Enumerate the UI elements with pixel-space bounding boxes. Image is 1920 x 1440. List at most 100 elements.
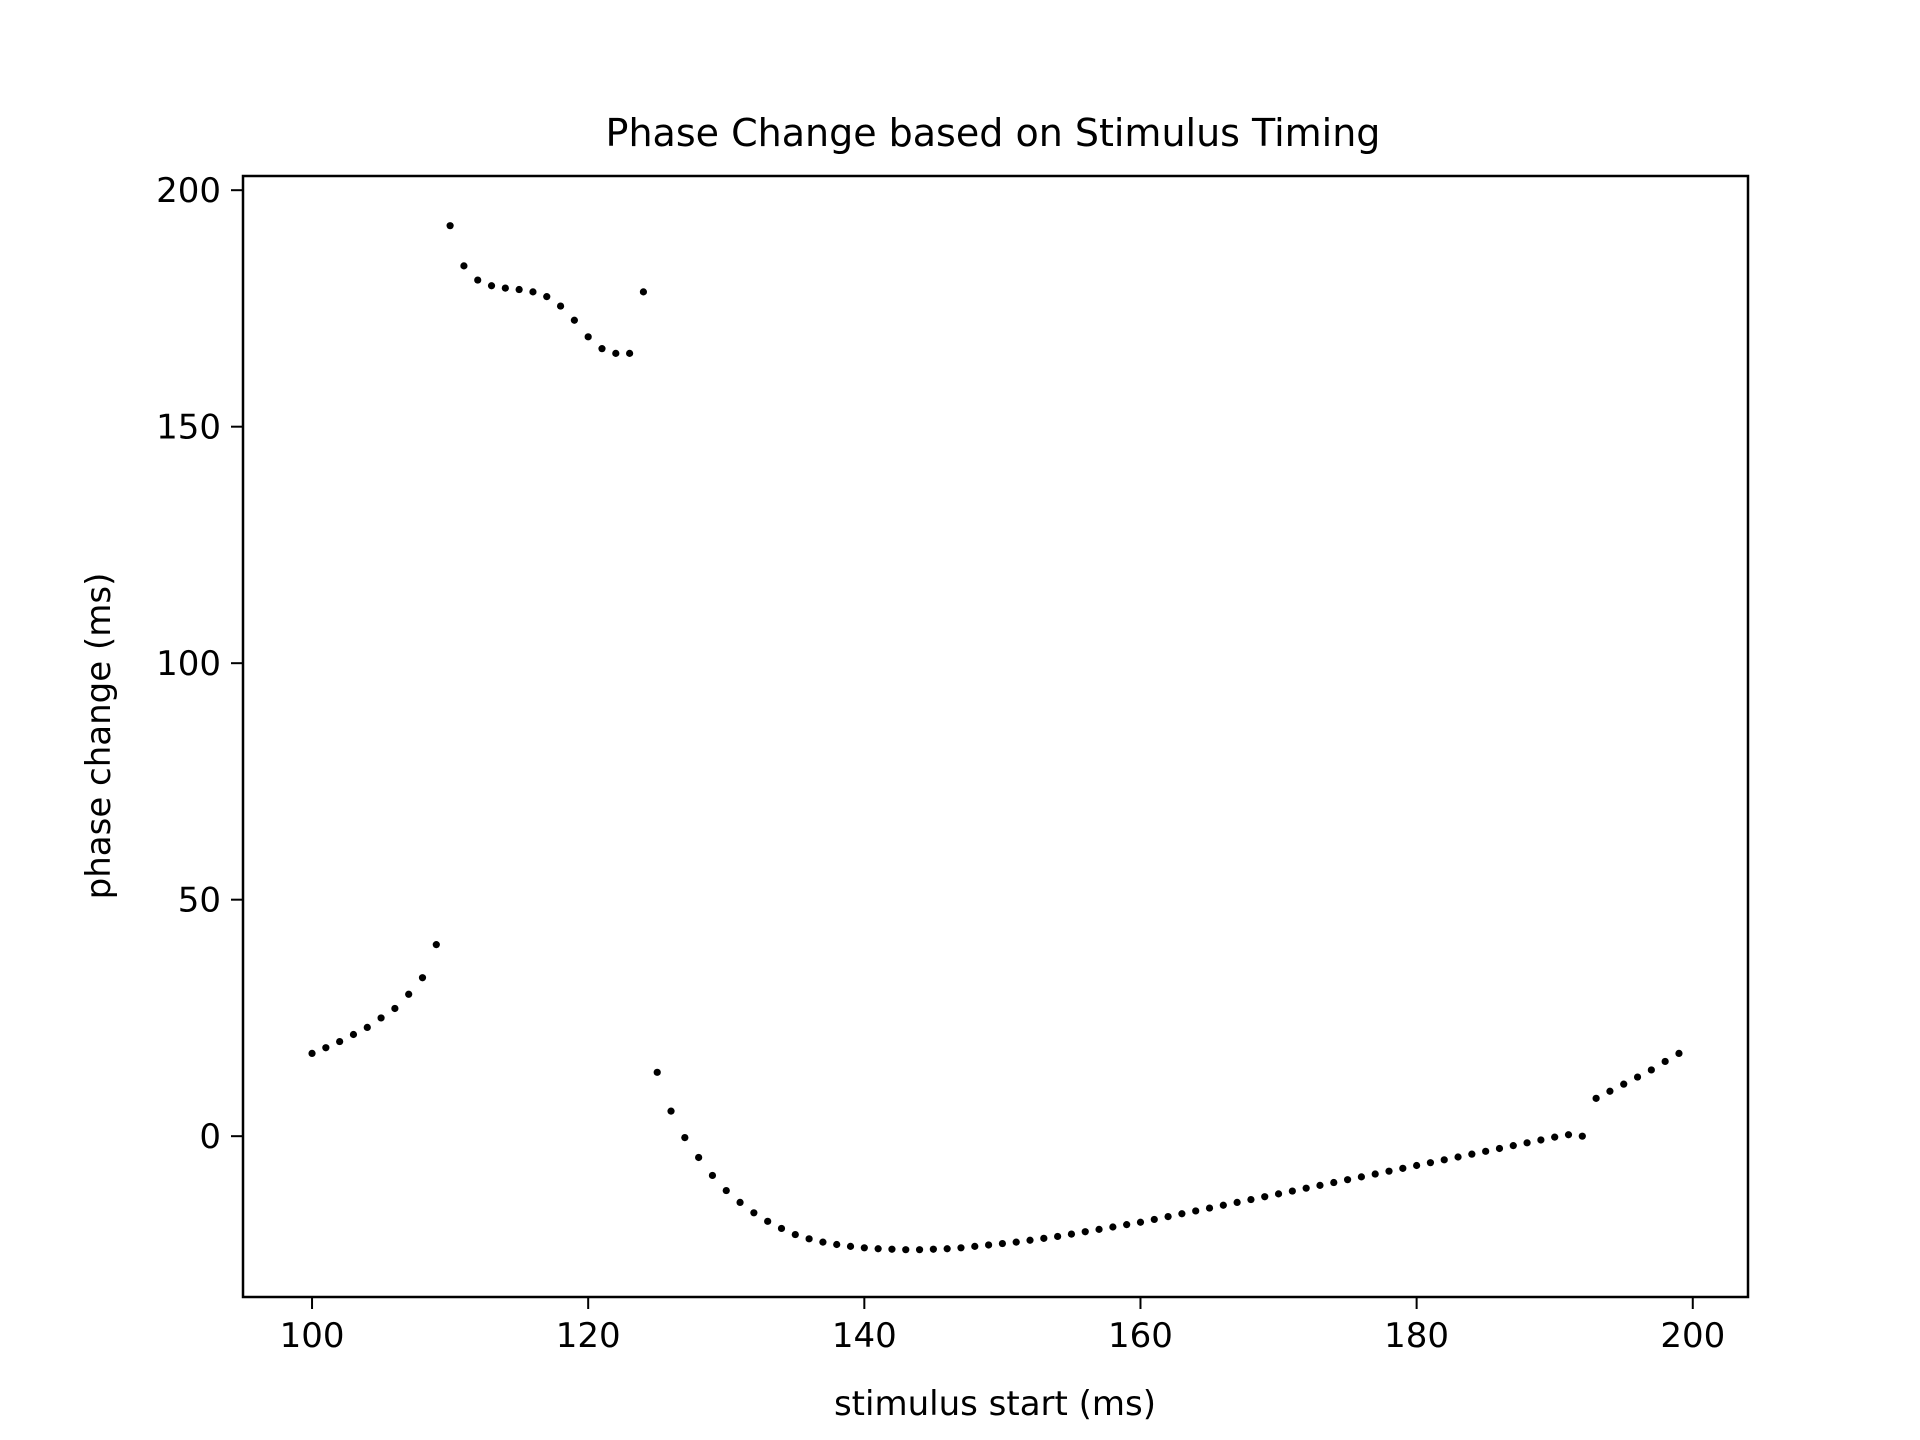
data-point <box>1371 1170 1379 1178</box>
data-point <box>1012 1238 1020 1246</box>
y-tick-label: 200 <box>156 171 221 211</box>
data-point <box>322 1044 330 1052</box>
data-point <box>653 1068 661 1076</box>
data-point <box>556 302 565 310</box>
data-point <box>1192 1207 1200 1215</box>
y-axis: 0 50 100 150 200 <box>156 171 243 1157</box>
data-point <box>1316 1181 1324 1189</box>
y-axis-label: phase change (ms) <box>79 573 119 900</box>
data-point <box>791 1230 799 1239</box>
data-point <box>446 222 454 230</box>
x-tick-label: 180 <box>1384 1316 1449 1356</box>
chart-title: Phase Change based on Stimulus Timing <box>606 111 1381 155</box>
data-point <box>487 282 496 290</box>
data-point <box>639 288 648 296</box>
data-point <box>349 1030 358 1039</box>
data-point <box>1606 1087 1614 1095</box>
data-point <box>1537 1136 1545 1144</box>
data-point <box>529 288 537 296</box>
data-point <box>1495 1144 1504 1153</box>
data-point <box>1040 1234 1048 1242</box>
x-tick-label: 140 <box>832 1316 897 1356</box>
data-point <box>1578 1132 1586 1140</box>
data-point <box>874 1245 882 1253</box>
data-point <box>626 349 634 357</box>
data-point <box>515 285 523 294</box>
data-point <box>501 284 509 292</box>
data-point <box>736 1198 744 1207</box>
data-point <box>1219 1201 1227 1209</box>
data-point <box>1233 1198 1241 1207</box>
data-point <box>1261 1193 1269 1201</box>
data-point <box>764 1217 772 1225</box>
y-tick-label: 100 <box>156 644 221 684</box>
data-point <box>1302 1184 1310 1192</box>
data-point <box>570 316 578 324</box>
x-axis: 100 120 140 160 180 200 <box>280 1297 1725 1356</box>
data-point <box>1247 1195 1255 1204</box>
data-point <box>1330 1178 1338 1187</box>
data-point <box>1426 1159 1435 1167</box>
data-point <box>1633 1073 1642 1081</box>
data-point <box>1288 1187 1296 1195</box>
data-point <box>998 1239 1007 1248</box>
data-point <box>708 1171 717 1180</box>
data-point <box>1551 1133 1559 1141</box>
data-point <box>612 349 620 357</box>
data-point <box>1620 1080 1628 1088</box>
data-point <box>1564 1131 1573 1139</box>
data-point <box>1440 1156 1448 1164</box>
data-point <box>1026 1236 1034 1244</box>
data-point <box>1357 1173 1365 1181</box>
data-point <box>1509 1142 1517 1150</box>
data-point <box>1081 1228 1089 1236</box>
data-point <box>1482 1147 1490 1155</box>
data-point <box>363 1023 371 1031</box>
data-point <box>405 990 413 998</box>
data-point <box>1343 1176 1352 1184</box>
y-tick-label: 50 <box>178 881 221 921</box>
x-tick-label: 160 <box>1108 1316 1173 1356</box>
data-point <box>1413 1161 1421 1170</box>
x-tick-label: 100 <box>280 1316 345 1356</box>
data-point <box>598 345 606 353</box>
data-point <box>308 1049 316 1058</box>
data-point <box>971 1242 979 1250</box>
data-point <box>1454 1153 1462 1161</box>
data-point <box>336 1037 344 1046</box>
data-point <box>860 1244 868 1252</box>
data-point <box>984 1241 993 1249</box>
data-point <box>1592 1094 1600 1102</box>
data-point <box>1067 1230 1076 1238</box>
data-point <box>667 1107 675 1115</box>
plot-frame <box>241 174 1750 1299</box>
data-point <box>377 1014 385 1022</box>
data-point <box>695 1153 703 1162</box>
data-point <box>1136 1218 1145 1226</box>
data-point <box>1109 1223 1117 1231</box>
data-point <box>929 1245 937 1253</box>
y-tick-label: 0 <box>199 1117 221 1157</box>
data-point <box>1647 1066 1655 1074</box>
x-axis-label: stimulus start (ms) <box>834 1384 1156 1424</box>
data-point <box>846 1242 855 1250</box>
data-point <box>1205 1204 1214 1212</box>
x-tick-label: 200 <box>1660 1316 1725 1356</box>
data-point <box>833 1240 841 1249</box>
x-tick-label: 120 <box>556 1316 621 1356</box>
data-point <box>1123 1221 1131 1229</box>
data-point <box>943 1245 951 1253</box>
data-point <box>805 1235 813 1243</box>
data-point <box>750 1209 758 1217</box>
data-point <box>1095 1225 1103 1233</box>
data-point <box>957 1244 965 1252</box>
data-point <box>722 1186 730 1195</box>
data-point <box>1523 1139 1531 1147</box>
data-point <box>1150 1215 1158 1224</box>
data-point <box>418 974 427 982</box>
data-point <box>1675 1049 1683 1058</box>
data-point <box>1164 1212 1172 1221</box>
data-point <box>902 1246 910 1254</box>
data-point <box>391 1004 399 1013</box>
